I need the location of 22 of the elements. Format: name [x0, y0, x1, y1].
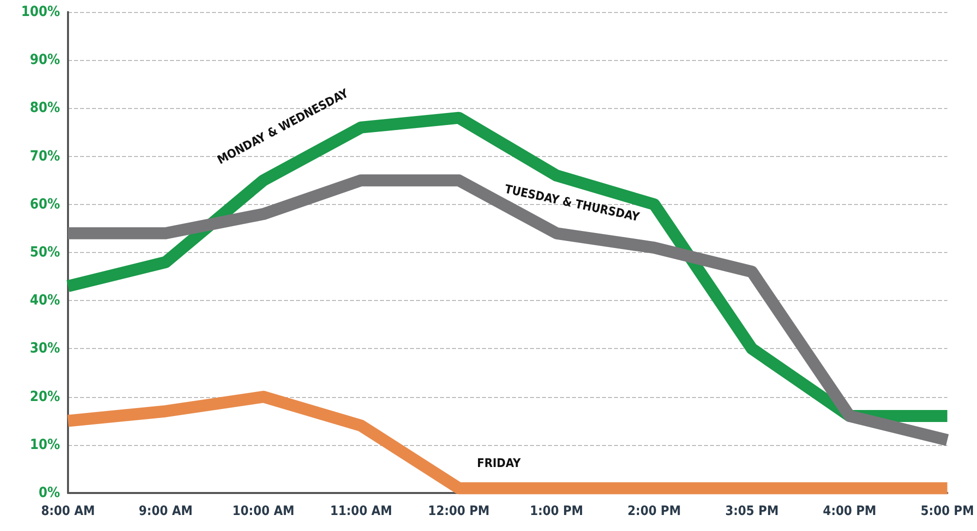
x-tick-label: 9:00 AM [138, 504, 193, 519]
y-tick-label: 90% [30, 52, 60, 68]
x-tick-label: 11:00 AM [330, 504, 392, 519]
y-tick-label: 30% [30, 340, 60, 357]
y-tick-label: 100% [21, 4, 60, 20]
y-tick-label: 10% [30, 436, 60, 453]
y-tick-label: 40% [30, 292, 60, 309]
x-tick-label: 10:00 AM [232, 504, 294, 519]
y-tick-label: 80% [30, 100, 60, 116]
y-tick-label: 70% [30, 148, 60, 164]
y-tick-label: 0% [38, 485, 60, 501]
x-tick-label: 2:00 PM [628, 504, 681, 519]
x-tick-label: 5:00 PM [920, 504, 974, 519]
series-label: FRIDAY [476, 456, 521, 470]
x-tick-label: 8:00 AM [41, 504, 95, 519]
y-tick-label: 20% [30, 388, 60, 405]
x-tick-label: 12:00 PM [428, 504, 490, 519]
y-tick-label: 50% [30, 244, 60, 260]
x-tick-label: 4:00 PM [822, 504, 876, 519]
x-tick-label: 1:00 PM [530, 504, 584, 519]
y-tick-label: 60% [30, 196, 60, 212]
x-tick-label: 3:05 PM [725, 504, 779, 519]
